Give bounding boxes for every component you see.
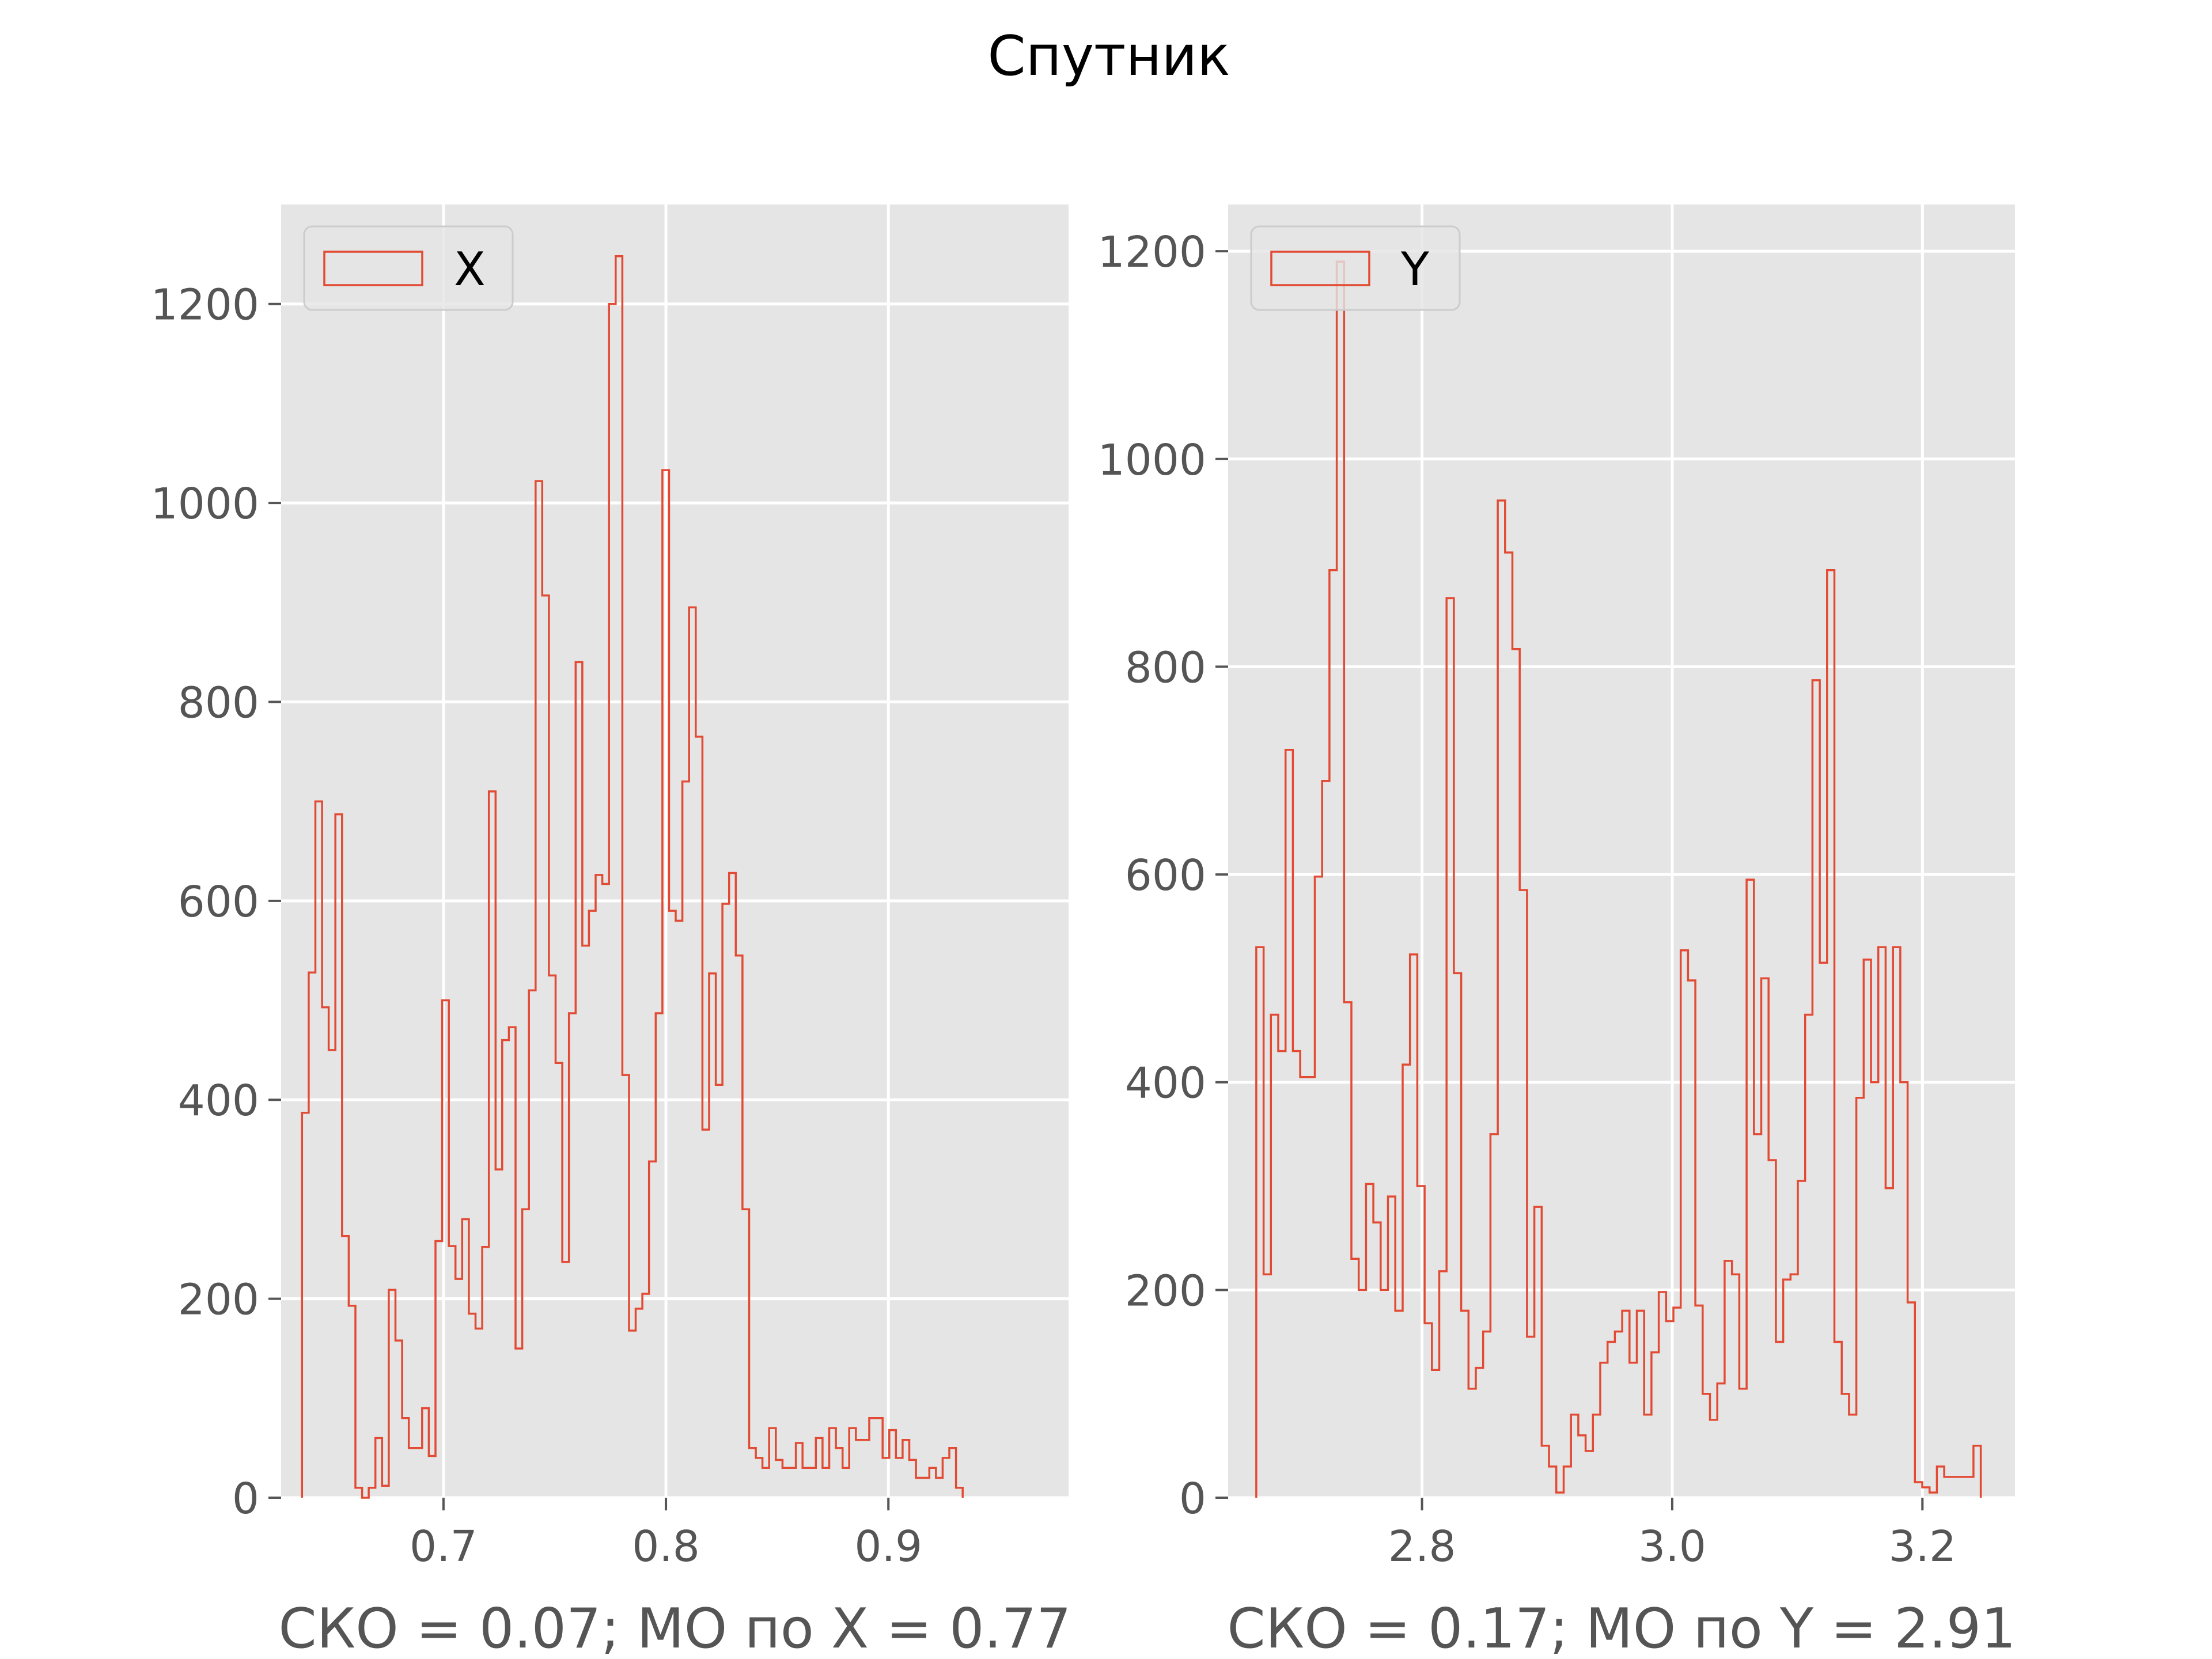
y-tick-label: 200 <box>178 1275 259 1325</box>
x-tick-label: 2.8 <box>1388 1522 1456 1571</box>
legend-label: X <box>454 243 486 296</box>
histogram-panels: 0 200 400 600 800 1000 1200 0.7 0.8 0.9 СКО = 0.07… <box>151 204 2016 1659</box>
y-tick-label: 600 <box>1125 851 1206 900</box>
histogram-series-X <box>301 255 964 1499</box>
histogram-series-Y <box>1255 260 1982 1498</box>
x-tick-label: 0.9 <box>854 1522 922 1571</box>
y-tick-label: 400 <box>1125 1059 1206 1108</box>
y-tick-label: 400 <box>178 1076 259 1126</box>
histogram-panel-1: 0 200 400 600 800 1000 1200 0.7 0.8 0.9 СКО = 0.07… <box>151 204 1071 1659</box>
y-tick-label: 1200 <box>1098 228 1206 277</box>
legend-box <box>303 225 514 311</box>
y-tick-label: 800 <box>178 678 259 728</box>
plot-area <box>281 204 1069 1498</box>
legend: Y <box>1250 225 1461 311</box>
x-axis-label: СКО = 0.07; МО по X = 0.77 <box>278 1597 1071 1659</box>
x-tick-label: 3.0 <box>1638 1522 1706 1571</box>
x-tick-label: 3.2 <box>1888 1522 1956 1571</box>
histogram-panel-2: 0 200 400 600 800 1000 1200 2.8 3.0 3.2 СКО = 0.17… <box>1098 204 2016 1659</box>
legend-label: Y <box>1400 243 1430 296</box>
x-tick-label: 0.8 <box>632 1522 700 1571</box>
y-tick-label: 1200 <box>151 281 259 330</box>
legend: X <box>303 225 514 311</box>
x-tick-label: 0.7 <box>410 1522 478 1571</box>
y-tick-label: 200 <box>1125 1266 1206 1316</box>
y-tick-label: 800 <box>1125 643 1206 692</box>
legend-swatch <box>323 251 423 286</box>
x-axis-label: СКО = 0.17; МО по Y = 2.91 <box>1227 1597 2016 1659</box>
y-tick-label: 1000 <box>151 479 259 529</box>
y-tick-label: 600 <box>178 877 259 927</box>
figure-title: Спутник <box>987 25 1230 88</box>
y-tick-label: 0 <box>232 1474 259 1524</box>
legend-box <box>1250 225 1461 311</box>
plot-area <box>1228 204 2015 1498</box>
y-tick-label: 0 <box>1179 1474 1206 1524</box>
y-tick-label: 1000 <box>1098 435 1206 485</box>
legend-swatch <box>1270 251 1370 286</box>
